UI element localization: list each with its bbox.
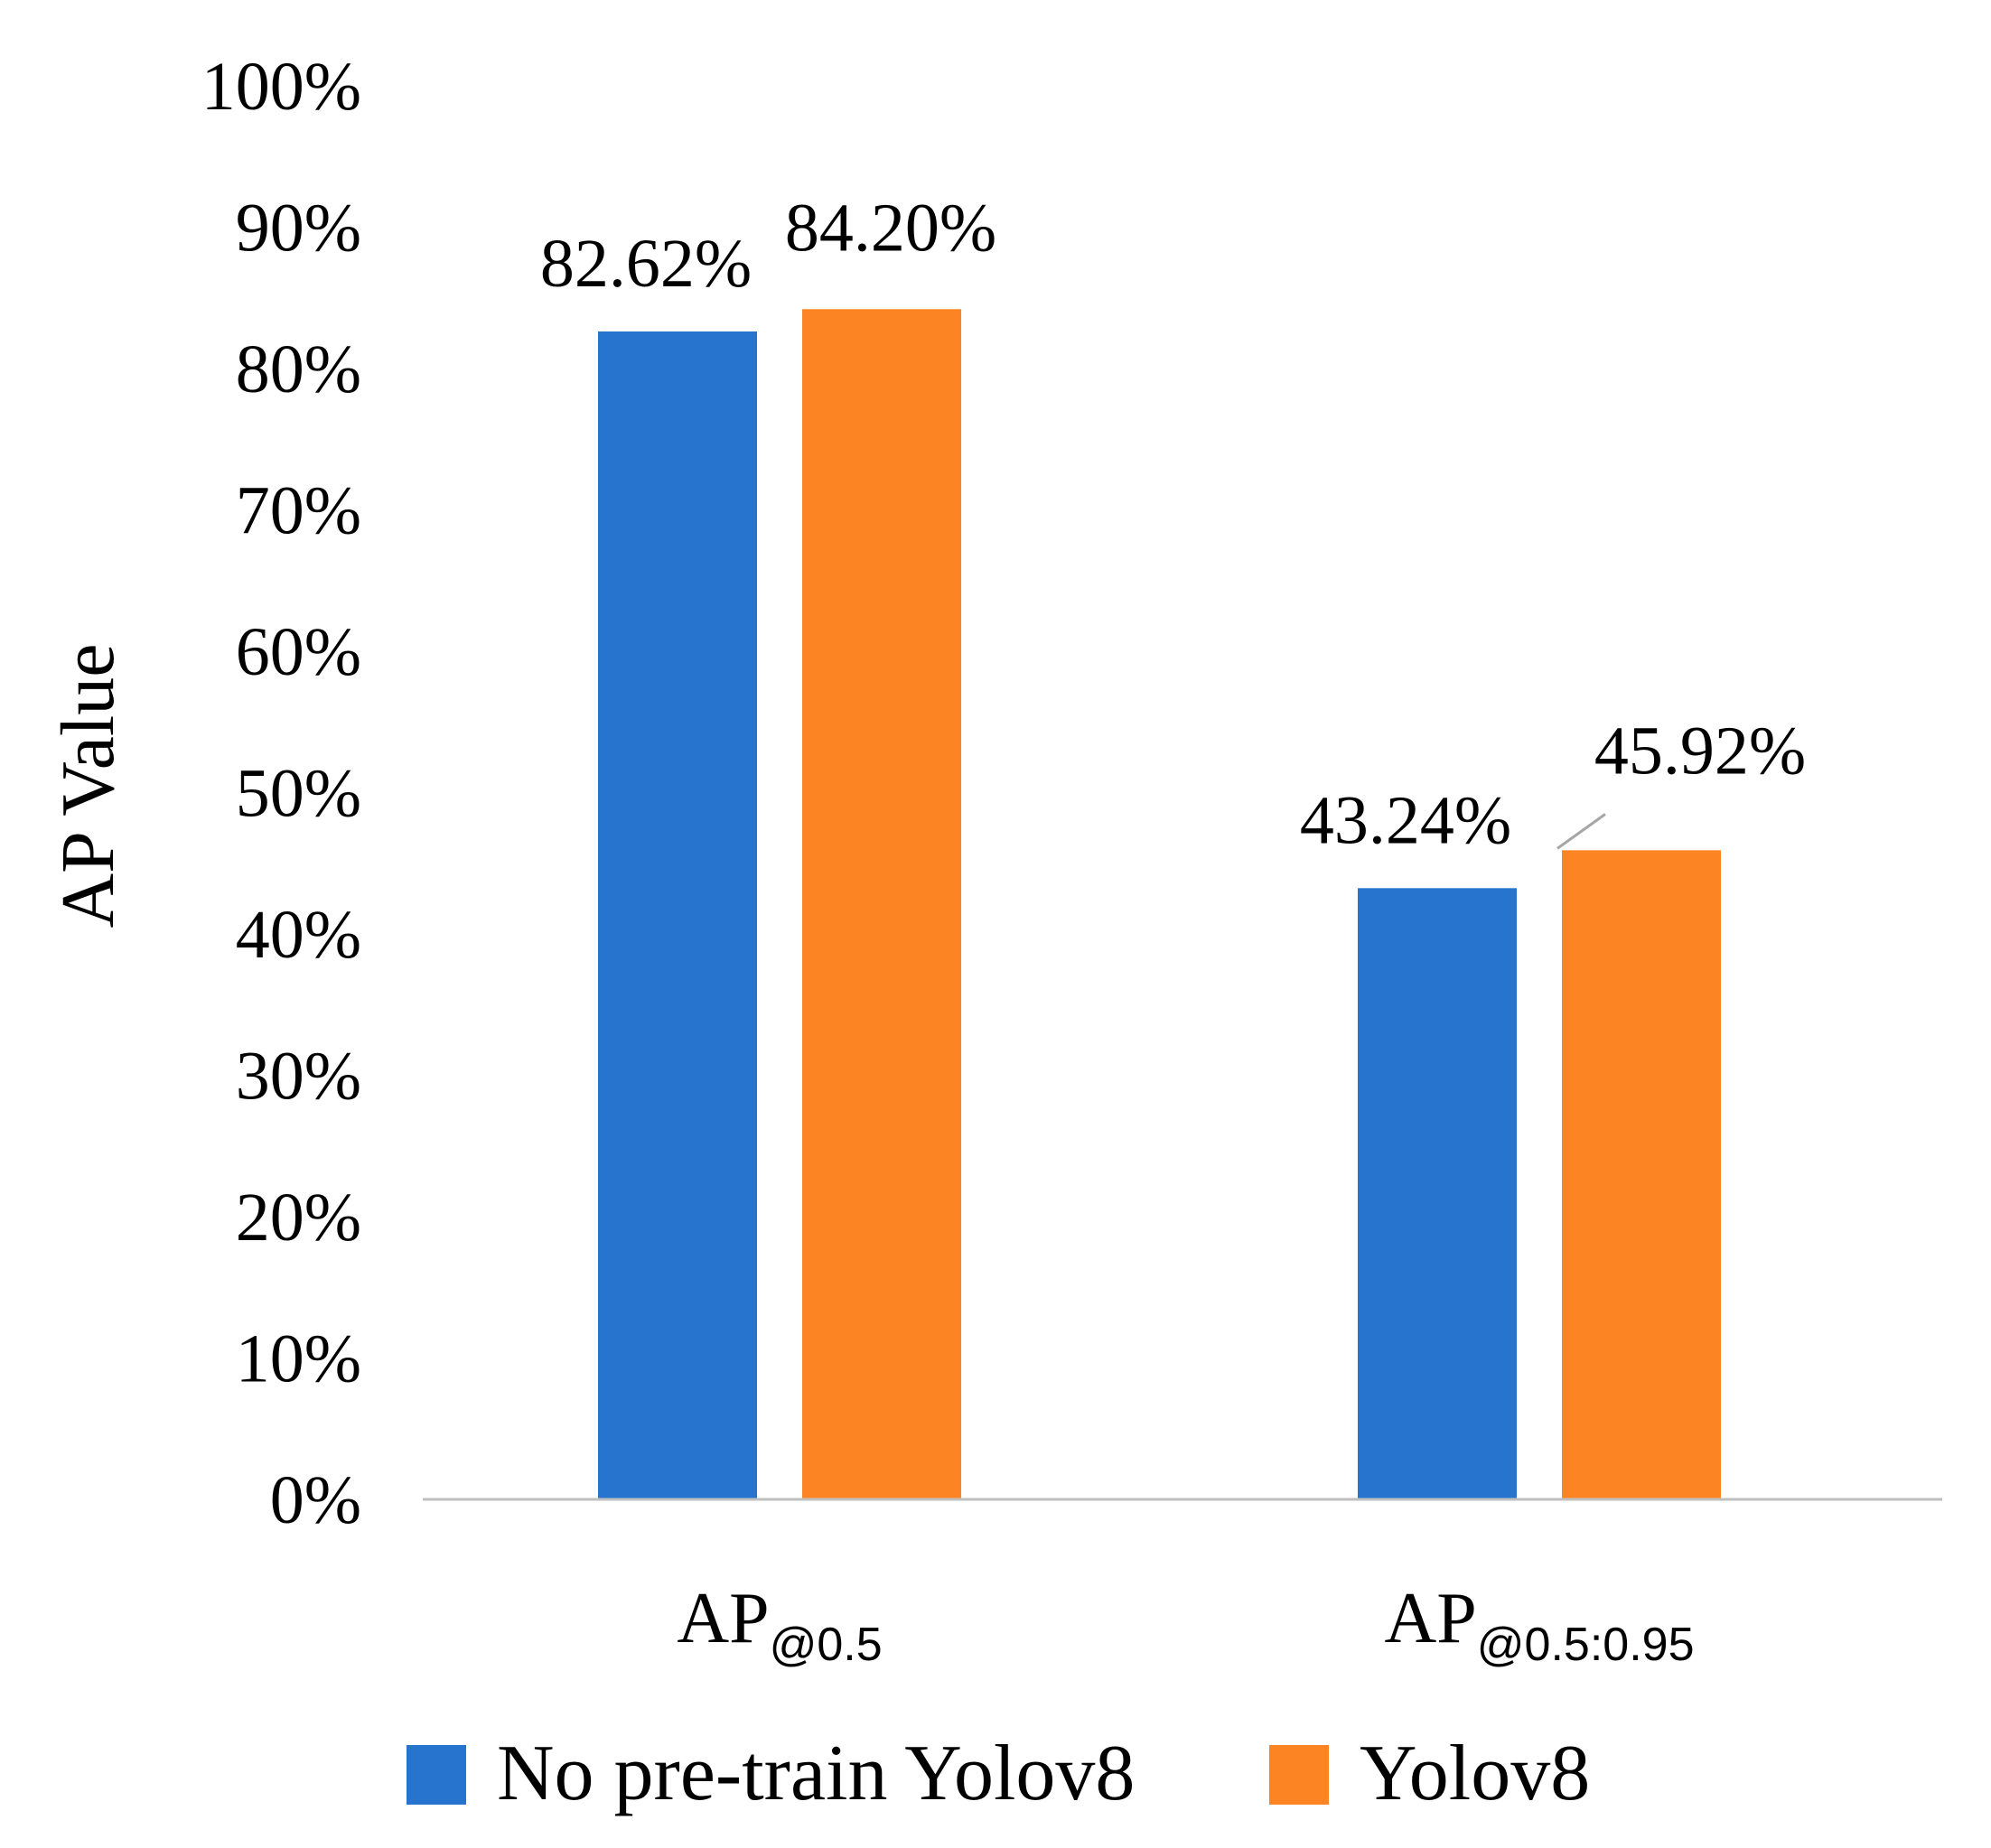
bar xyxy=(802,309,961,1499)
x-category-label: AP@0.5 xyxy=(677,1579,882,1671)
bars xyxy=(598,309,1721,1499)
data-label: 43.24% xyxy=(1300,782,1511,858)
y-tick-label: 90% xyxy=(236,191,361,266)
leader-line xyxy=(1556,813,1606,850)
y-tick-label: 100% xyxy=(201,49,361,125)
legend-swatch xyxy=(1269,1745,1329,1805)
x-axis-categories: AP@0.5 AP@0.5:0.95 xyxy=(677,1579,1694,1671)
bar xyxy=(1358,888,1517,1499)
y-tick-label: 10% xyxy=(236,1321,361,1397)
data-labels: 82.62% 43.24% 84.20% 45.92% xyxy=(540,190,1806,858)
x-category-main: AP xyxy=(677,1579,769,1658)
legend: No pre-train Yolov8 Yolov8 xyxy=(407,1730,1590,1817)
legend-label: No pre-train Yolov8 xyxy=(497,1730,1135,1817)
y-tick-label: 50% xyxy=(236,756,361,832)
data-label: 84.20% xyxy=(785,190,996,266)
x-category-label: AP@0.5:0.95 xyxy=(1385,1579,1695,1671)
bar xyxy=(598,331,757,1499)
y-tick-label: 80% xyxy=(236,331,361,407)
y-tick-label: 0% xyxy=(270,1462,361,1538)
y-tick-label: 30% xyxy=(236,1039,361,1115)
data-label: 45.92% xyxy=(1594,713,1806,789)
y-axis-label: AP Value xyxy=(46,644,130,929)
x-category-main: AP xyxy=(1385,1579,1477,1658)
x-category-sub: @0.5:0.95 xyxy=(1477,1619,1695,1671)
bar xyxy=(1562,850,1721,1499)
x-category-sub: @0.5 xyxy=(770,1619,883,1671)
y-axis-ticks: 0% 10% 20% 30% 40% 50% 60% 70% 80% 90% 100% xyxy=(201,49,361,1538)
data-label: 82.62% xyxy=(540,226,752,302)
y-tick-label: 70% xyxy=(236,473,361,549)
legend-swatch xyxy=(407,1745,466,1805)
legend-label: Yolov8 xyxy=(1360,1730,1590,1817)
y-tick-label: 40% xyxy=(236,897,361,973)
y-tick-label: 60% xyxy=(236,614,361,690)
y-tick-label: 20% xyxy=(236,1180,361,1255)
